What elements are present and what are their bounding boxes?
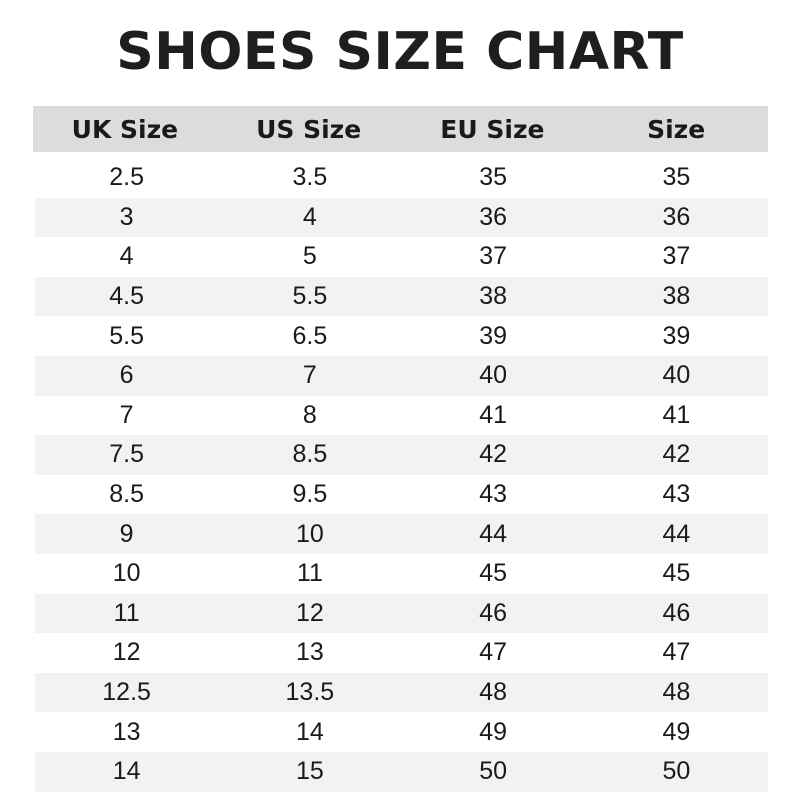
- table-row: 13 14 49 49: [35, 712, 768, 752]
- cell-eu: 50: [479, 757, 508, 786]
- cell-size: 49: [662, 717, 691, 746]
- cell-uk: 12.5: [102, 678, 151, 707]
- cell-uk: 11: [113, 598, 140, 627]
- cell-uk: 4: [119, 242, 134, 271]
- cell-size: 45: [662, 559, 691, 588]
- cell-uk: 14: [112, 757, 141, 786]
- table-row: 6 7 40 40: [35, 355, 768, 396]
- table-row: 7.5 8.5 42 42: [35, 435, 768, 475]
- cell-size: 48: [662, 678, 691, 707]
- cell-eu: 48: [479, 678, 508, 707]
- table-row: 4.5 5.5 38 38: [35, 276, 768, 317]
- cell-eu: 42: [479, 440, 508, 469]
- cell-eu: 38: [479, 282, 508, 311]
- cell-size: 46: [662, 598, 691, 627]
- size-table: UK Size US Size EU Size Size 2.5 3.5 35 35 3…: [33, 106, 768, 792]
- cell-us: 10: [295, 519, 324, 548]
- cell-us: 8.5: [292, 440, 328, 469]
- column-header-size: Size: [647, 114, 706, 144]
- table-row: 8.5 9.5 43 43: [35, 475, 768, 515]
- column-header-eu: EU Size: [440, 114, 545, 144]
- table-header: UK Size US Size EU Size Size: [33, 106, 768, 152]
- cell-uk: 5.5: [109, 321, 144, 350]
- cell-eu: 36: [479, 202, 508, 231]
- cell-size: 35: [662, 163, 691, 192]
- table-body: 2.5 3.5 35 35 3 4 36 36 4 5 37 37 4.5 5.5 38 38 5.5 6.5 39…: [33, 158, 768, 792]
- cell-eu: 37: [479, 242, 508, 271]
- cell-uk: 13: [112, 717, 141, 746]
- table-row: 9 10 44 44: [35, 514, 768, 554]
- table-row: 2.5 3.5 35 35: [35, 158, 768, 198]
- cell-uk: 12: [112, 638, 141, 667]
- cell-eu: 47: [479, 638, 508, 667]
- table-row: 12.5 13.5 48 48: [35, 672, 768, 713]
- cell-eu: 41: [479, 400, 508, 429]
- cell-size: 40: [662, 361, 691, 390]
- cell-us: 4: [302, 202, 317, 231]
- cell-uk: 6: [119, 361, 134, 390]
- cell-us: 9.5: [292, 480, 328, 509]
- cell-eu: 46: [479, 598, 508, 627]
- cell-size: 42: [662, 440, 691, 469]
- table-row: 5.5 6.5 39 39: [35, 316, 768, 356]
- cell-size: 39: [662, 321, 691, 350]
- table-row: 7 8 41 41: [35, 396, 768, 436]
- table-row: 10 11 45 45: [35, 554, 768, 594]
- cell-size: 43: [662, 480, 691, 509]
- cell-us: 15: [295, 757, 324, 786]
- cell-uk: 2.5: [109, 163, 144, 192]
- cell-us: 13.5: [285, 678, 335, 707]
- cell-us: 3.5: [292, 163, 328, 192]
- cell-size: 37: [662, 242, 691, 271]
- cell-uk: 7.5: [109, 440, 144, 469]
- cell-uk: 4.5: [109, 282, 144, 311]
- cell-us: 13: [295, 638, 324, 667]
- table-row: 14 15 50 50: [35, 751, 768, 792]
- cell-us: 14: [295, 717, 324, 746]
- table-row: 3 4 36 36: [35, 197, 768, 238]
- cell-size: 38: [662, 282, 691, 311]
- cell-eu: 43: [479, 480, 508, 509]
- cell-size: 44: [662, 519, 691, 548]
- table-row: 4 5 37 37: [35, 237, 768, 277]
- cell-us: 12: [295, 598, 324, 627]
- cell-eu: 39: [479, 321, 508, 350]
- cell-size: 50: [662, 757, 691, 786]
- cell-us: 8: [302, 400, 317, 429]
- cell-us: 5: [302, 242, 317, 271]
- cell-uk: 8.5: [109, 480, 144, 509]
- cell-us: 11: [296, 559, 323, 588]
- cell-us: 6.5: [292, 321, 328, 350]
- cell-size: 47: [662, 638, 691, 667]
- cell-eu: 45: [479, 559, 508, 588]
- cell-us: 5.5: [292, 282, 328, 311]
- cell-uk: 3: [119, 202, 134, 231]
- cell-eu: 40: [479, 361, 508, 390]
- cell-uk: 7: [119, 400, 134, 429]
- cell-size: 41: [662, 400, 691, 429]
- cell-uk: 10: [112, 559, 141, 588]
- cell-eu: 44: [479, 519, 508, 548]
- cell-uk: 9: [119, 519, 134, 548]
- cell-eu: 35: [479, 163, 508, 192]
- cell-eu: 49: [479, 717, 508, 746]
- cell-us: 7: [302, 361, 317, 390]
- page-title: SHOES SIZE CHART: [116, 22, 684, 82]
- column-header-uk: UK Size: [71, 114, 179, 144]
- table-row: 11 12 46 46: [35, 593, 768, 634]
- column-header-us: US Size: [256, 114, 362, 144]
- cell-size: 36: [662, 202, 691, 231]
- table-row: 12 13 47 47: [35, 633, 768, 673]
